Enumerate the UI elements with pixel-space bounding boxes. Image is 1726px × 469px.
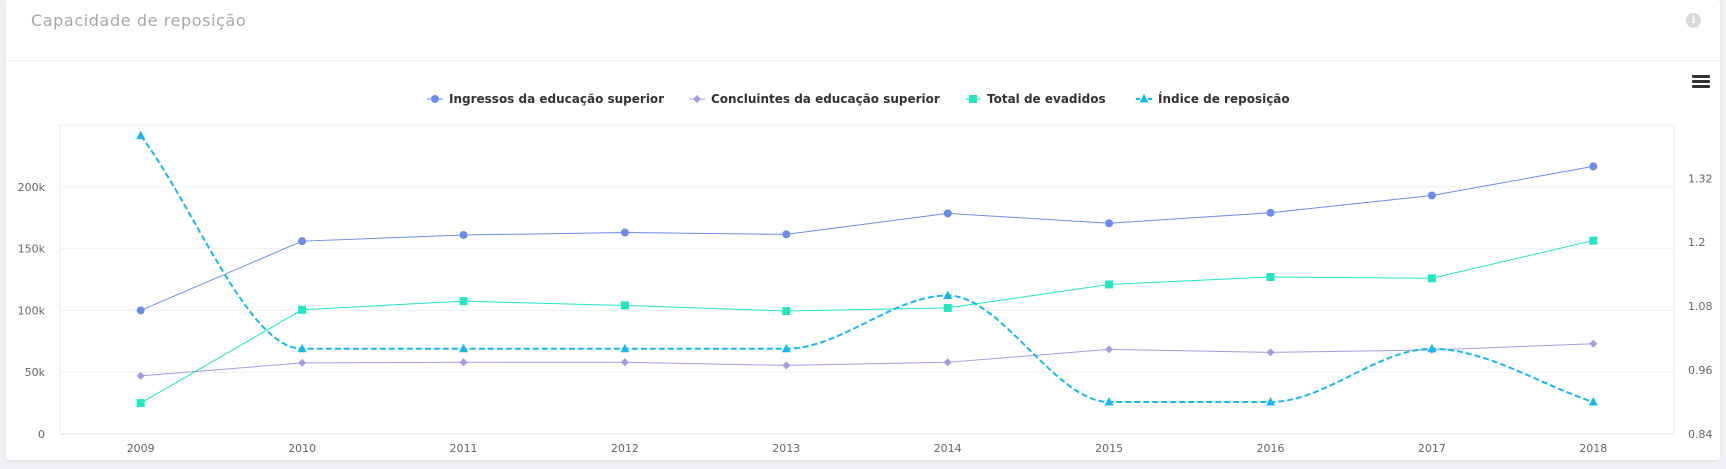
data-point xyxy=(298,305,307,314)
hamburger-menu-icon[interactable] xyxy=(1692,75,1710,91)
data-point xyxy=(1105,219,1114,228)
data-point xyxy=(136,371,145,380)
legend-item[interactable]: Índice de reposição xyxy=(1136,91,1290,106)
y-right-tick-label: 1.08 xyxy=(1688,300,1713,313)
x-tick-label: 2014 xyxy=(934,442,962,455)
x-tick-label: 2017 xyxy=(1418,442,1446,455)
legend-item[interactable]: Ingressos da educação superior xyxy=(427,92,664,106)
y-left-tick-label: 100k xyxy=(18,304,46,317)
data-point xyxy=(1427,274,1436,283)
data-point xyxy=(459,231,468,240)
x-tick-label: 2011 xyxy=(450,442,478,455)
series-line xyxy=(140,343,1594,377)
y-left-tick-label: 0 xyxy=(38,428,45,441)
data-point xyxy=(459,297,468,306)
legend-label: Ingressos da educação superior xyxy=(449,92,664,106)
data-point xyxy=(782,307,791,316)
data-point xyxy=(1589,236,1598,245)
data-point xyxy=(620,301,629,310)
legend-item[interactable]: Total de evadidos xyxy=(965,92,1106,106)
series-line xyxy=(140,240,1594,404)
data-point xyxy=(136,399,145,408)
data-point xyxy=(1427,191,1436,200)
y-right-tick-label: 0.84 xyxy=(1688,428,1713,441)
series-line xyxy=(140,165,1594,311)
x-tick-label: 2013 xyxy=(772,442,800,455)
data-point xyxy=(1589,162,1598,171)
data-point xyxy=(298,237,307,246)
data-point xyxy=(620,358,629,367)
y-left-tick-label: 150k xyxy=(18,243,46,256)
card-title: Capacidade de reposição xyxy=(31,11,247,30)
info-icon[interactable]: i xyxy=(1686,13,1701,28)
x-tick-label: 2018 xyxy=(1579,442,1607,455)
data-point xyxy=(297,343,307,353)
legend-item[interactable]: Concluintes da educação superior xyxy=(689,92,940,106)
data-point xyxy=(943,358,952,367)
data-point xyxy=(620,228,629,237)
series-line xyxy=(139,135,1594,404)
data-point xyxy=(1104,397,1114,406)
data-point xyxy=(943,209,952,218)
chart-card: Capacidade de reposição i xyxy=(6,0,1720,460)
data-point xyxy=(1266,273,1275,282)
data-point xyxy=(298,358,307,367)
y-right-tick-label: 1.32 xyxy=(1688,172,1713,185)
x-tick-label: 2012 xyxy=(611,442,639,455)
data-point xyxy=(1266,348,1275,357)
card-header: Capacidade de reposição i xyxy=(6,0,1720,61)
data-point xyxy=(136,130,146,140)
data-point xyxy=(1589,339,1598,348)
legend-marker xyxy=(693,95,701,103)
data-point xyxy=(943,290,953,299)
series-4 xyxy=(139,135,1594,404)
y-left-tick-label: 50k xyxy=(25,366,46,379)
legend-label: Total de evadidos xyxy=(987,92,1106,106)
data-point xyxy=(459,343,468,353)
data-point xyxy=(1266,397,1275,406)
x-tick-label: 2015 xyxy=(1095,442,1123,455)
legend-label: Índice de reposição xyxy=(1158,91,1290,106)
series-1 xyxy=(140,165,1594,311)
x-tick-label: 2016 xyxy=(1257,442,1285,455)
data-point xyxy=(781,343,791,353)
data-point xyxy=(136,306,145,315)
data-point xyxy=(1105,280,1114,289)
y-right-tick-label: 0.96 xyxy=(1688,364,1713,377)
legend-marker xyxy=(431,95,439,103)
series-2 xyxy=(140,343,1594,377)
data-point xyxy=(943,303,952,312)
data-point xyxy=(782,361,791,370)
x-tick-label: 2010 xyxy=(288,442,316,455)
legend-marker xyxy=(1139,94,1149,103)
data-point xyxy=(620,343,630,353)
data-point xyxy=(1427,343,1437,353)
data-point xyxy=(459,358,468,367)
data-point xyxy=(782,230,791,239)
data-point xyxy=(1105,345,1114,354)
x-tick-label: 2009 xyxy=(127,442,155,455)
y-left-tick-label: 200k xyxy=(18,181,46,194)
series-3 xyxy=(140,240,1594,404)
legend-label: Concluintes da educação superior xyxy=(711,92,940,106)
data-point xyxy=(1588,397,1598,406)
legend-marker xyxy=(969,95,977,103)
y-right-tick-label: 1.2 xyxy=(1688,236,1706,249)
data-point xyxy=(1266,208,1275,217)
